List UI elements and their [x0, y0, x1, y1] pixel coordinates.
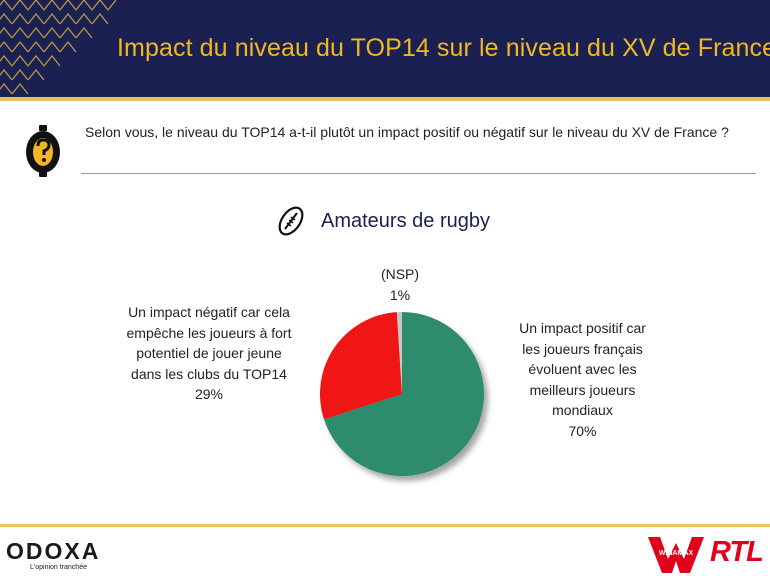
odoxa-tagline: L'opinion tranchée — [30, 564, 87, 571]
segment-title: Amateurs de rugby — [321, 210, 490, 232]
slice-label-line: potentiel de jouer jeune — [136, 345, 282, 361]
slice-label-nsp: (NSP) 1% — [360, 264, 440, 305]
question-underline — [81, 173, 756, 174]
rtl-logo: RTL — [710, 536, 764, 568]
winamax-wordmark: WINAMAX — [658, 550, 694, 557]
header-banner: Impact du niveau du TOP14 sur le niveau … — [0, 0, 770, 97]
slice-value-negative: 29% — [194, 386, 224, 402]
slice-label-positive: Un impact positif car les joueurs frança… — [485, 318, 680, 441]
slice-label-line: dans les clubs du TOP14 — [131, 365, 287, 382]
slice-label-line: évoluent avec les — [528, 361, 637, 377]
odoxa-logo: ODOXA — [6, 538, 101, 564]
chevron-pattern-decoration — [0, 0, 117, 95]
slice-label-line: Un impact négatif car cela — [128, 304, 290, 320]
page-title: Impact du niveau du TOP14 sur le niveau … — [117, 34, 770, 62]
slice-value-positive: 70% — [568, 422, 597, 439]
slice-label-line: (NSP) — [380, 266, 420, 282]
slice-label-line: empêche les joueurs à fort — [126, 324, 292, 341]
slice-label-line: Un impact positif car — [519, 320, 646, 336]
pie-slice-positive — [324, 312, 484, 476]
winamax-logo — [648, 537, 704, 573]
question-mark-badge-icon — [26, 125, 60, 177]
slice-label-line: les joueurs français — [522, 340, 643, 357]
slice-label-negative: Un impact négatif car cela empêche les j… — [104, 302, 314, 405]
rugby-ball-icon — [278, 206, 304, 236]
survey-question: Selon vous, le niveau du TOP14 a-t-il pl… — [85, 124, 729, 140]
footer-divider — [0, 524, 770, 527]
pie-slice-nsp — [396, 312, 402, 394]
slice-value-nsp: 1% — [389, 286, 411, 303]
slice-label-line: meilleurs joueurs — [529, 381, 636, 398]
pie-slice-negative — [319, 312, 402, 420]
header-divider — [0, 97, 770, 101]
slice-label-line: mondiaux — [552, 402, 613, 418]
